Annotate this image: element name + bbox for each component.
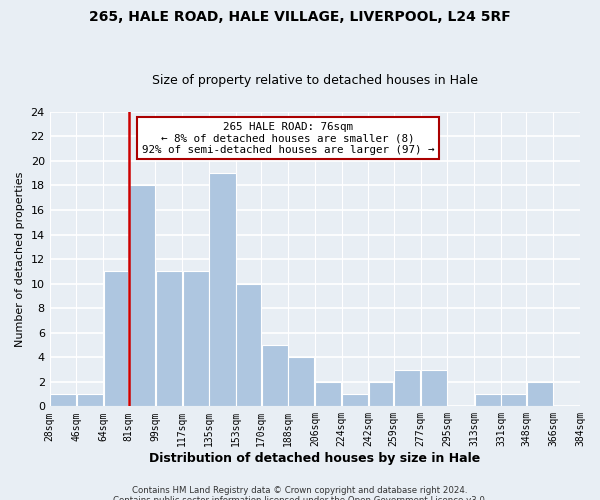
Text: 265, HALE ROAD, HALE VILLAGE, LIVERPOOL, L24 5RF: 265, HALE ROAD, HALE VILLAGE, LIVERPOOL,…: [89, 10, 511, 24]
Bar: [262, 345, 287, 406]
Bar: [527, 382, 553, 406]
Title: Size of property relative to detached houses in Hale: Size of property relative to detached ho…: [152, 74, 478, 87]
Bar: [156, 272, 182, 406]
Bar: [502, 394, 526, 406]
X-axis label: Distribution of detached houses by size in Hale: Distribution of detached houses by size …: [149, 452, 481, 465]
Bar: [289, 357, 314, 406]
Bar: [77, 394, 103, 406]
Bar: [50, 394, 76, 406]
Bar: [104, 272, 128, 406]
Bar: [421, 370, 447, 406]
Text: 265 HALE ROAD: 76sqm
← 8% of detached houses are smaller (8)
92% of semi-detache: 265 HALE ROAD: 76sqm ← 8% of detached ho…: [142, 122, 434, 155]
Bar: [129, 186, 155, 406]
Text: Contains public sector information licensed under the Open Government Licence v3: Contains public sector information licen…: [113, 496, 487, 500]
Bar: [182, 272, 209, 406]
Bar: [475, 394, 500, 406]
Y-axis label: Number of detached properties: Number of detached properties: [15, 172, 25, 346]
Bar: [315, 382, 341, 406]
Bar: [209, 173, 236, 406]
Text: Contains HM Land Registry data © Crown copyright and database right 2024.: Contains HM Land Registry data © Crown c…: [132, 486, 468, 495]
Bar: [394, 370, 420, 406]
Bar: [342, 394, 368, 406]
Bar: [369, 382, 394, 406]
Bar: [236, 284, 261, 406]
